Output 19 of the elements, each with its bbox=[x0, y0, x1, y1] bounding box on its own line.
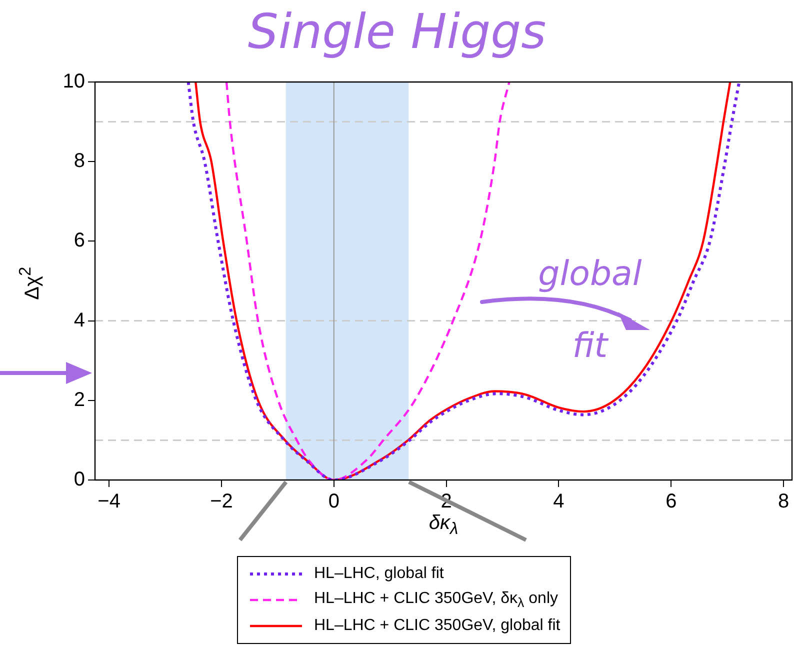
x-tick-label: 6 bbox=[666, 490, 677, 513]
y-tick-label: 10 bbox=[62, 70, 85, 93]
chart-title: Single Higgs bbox=[246, 4, 548, 60]
line-series bbox=[225, 82, 510, 480]
x-tick-label: −4 bbox=[98, 490, 120, 513]
y-tick-label: 0 bbox=[74, 468, 85, 491]
x-tick-label: 0 bbox=[328, 490, 340, 513]
x-axis-title: δκ$_{λ}$ bbox=[428, 512, 460, 539]
y-tick-label: 6 bbox=[74, 230, 85, 252]
x-tick-label: −2 bbox=[210, 490, 233, 513]
y-tick-label: 4 bbox=[74, 309, 85, 332]
annotation: global fit bbox=[537, 253, 643, 368]
legend-label: HL–LHC, global fit bbox=[314, 565, 444, 583]
y-tick-label: 8 bbox=[74, 150, 85, 172]
x-tick-label: 4 bbox=[553, 490, 564, 513]
y-tick-label: 2 bbox=[74, 388, 85, 411]
legend-label: HL–LHC + CLIC 350GeV, δκ$_{λ}$ only bbox=[314, 590, 558, 610]
x-tick-label: 8 bbox=[778, 490, 790, 513]
legend-label: HL–LHC + CLIC 350GeV, global fit bbox=[314, 617, 560, 635]
